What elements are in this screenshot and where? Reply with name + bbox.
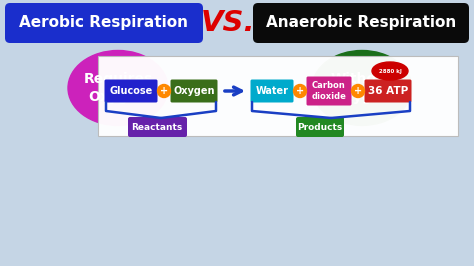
Text: VS.: VS. <box>201 9 255 37</box>
Text: Oxygen: Oxygen <box>173 86 215 96</box>
FancyBboxPatch shape <box>171 80 218 102</box>
Text: Without
Oxygen: Without Oxygen <box>331 72 393 104</box>
FancyBboxPatch shape <box>128 117 187 137</box>
Text: Reactants: Reactants <box>131 123 182 131</box>
Text: 36 ATP: 36 ATP <box>368 86 408 96</box>
FancyBboxPatch shape <box>5 3 203 43</box>
Text: Products: Products <box>297 123 343 131</box>
Text: Requires
Oxygen: Requires Oxygen <box>83 72 153 104</box>
Ellipse shape <box>372 62 408 80</box>
Text: Carbon
dioxide: Carbon dioxide <box>311 81 346 101</box>
Text: Water: Water <box>255 86 289 96</box>
Ellipse shape <box>352 85 365 98</box>
Ellipse shape <box>157 85 171 98</box>
FancyBboxPatch shape <box>365 80 411 102</box>
Text: +: + <box>296 86 304 96</box>
FancyBboxPatch shape <box>253 3 469 43</box>
FancyBboxPatch shape <box>296 117 344 137</box>
Text: Aerobic Respiration: Aerobic Respiration <box>19 15 189 31</box>
Text: Glucose: Glucose <box>109 86 153 96</box>
FancyBboxPatch shape <box>250 80 293 102</box>
FancyBboxPatch shape <box>98 56 458 136</box>
Ellipse shape <box>68 51 168 126</box>
Text: +: + <box>160 86 168 96</box>
Ellipse shape <box>293 85 307 98</box>
Text: +: + <box>354 86 362 96</box>
FancyBboxPatch shape <box>104 80 157 102</box>
Text: Anaerobic Respiration: Anaerobic Respiration <box>266 15 456 31</box>
Ellipse shape <box>312 51 412 126</box>
FancyBboxPatch shape <box>307 77 352 106</box>
Text: 2880 kJ: 2880 kJ <box>379 69 401 73</box>
